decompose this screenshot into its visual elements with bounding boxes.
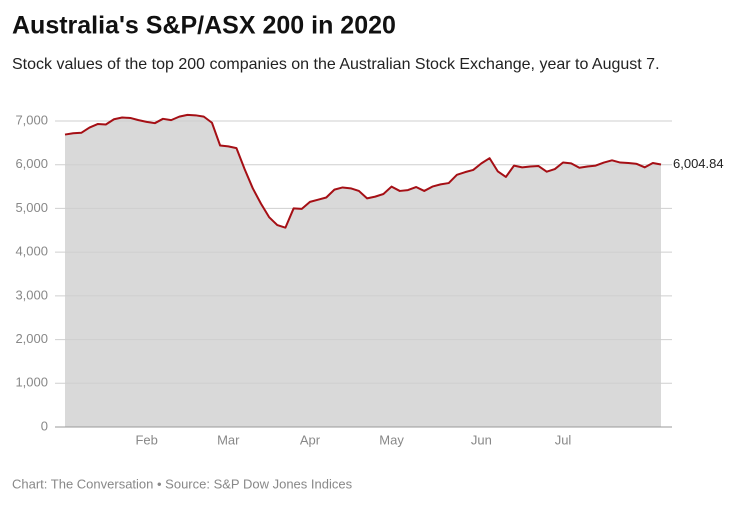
x-tick-label: Apr — [300, 432, 321, 447]
line — [64, 113, 662, 229]
y-tick-label: 7,000 — [15, 112, 48, 127]
y-tick-label: 0 — [41, 418, 48, 433]
x-tick-label: Feb — [135, 432, 157, 447]
chart-title: Australia's S&P/ASX 200 in 2020 — [12, 12, 396, 40]
x-tick-label: May — [379, 432, 404, 447]
chart-subtitle: Stock values of the top 200 companies on… — [12, 56, 660, 73]
area — [65, 114, 661, 427]
x-tick-label: Mar — [217, 432, 240, 447]
y-tick-label: 5,000 — [15, 200, 48, 215]
y-tick-label: 1,000 — [15, 375, 48, 390]
value-label: 6,004.84 — [673, 156, 724, 171]
y-tick-label: 3,000 — [15, 287, 48, 302]
x-tick-label: Jul — [555, 432, 572, 447]
x-tick-label: Jun — [471, 432, 492, 447]
y-tick-label: 6,000 — [15, 156, 48, 171]
y-tick-label: 2,000 — [15, 331, 48, 346]
y-tick-label: 4,000 — [15, 244, 48, 259]
chart-source: Chart: The Conversation • Source: S&P Do… — [12, 476, 353, 491]
